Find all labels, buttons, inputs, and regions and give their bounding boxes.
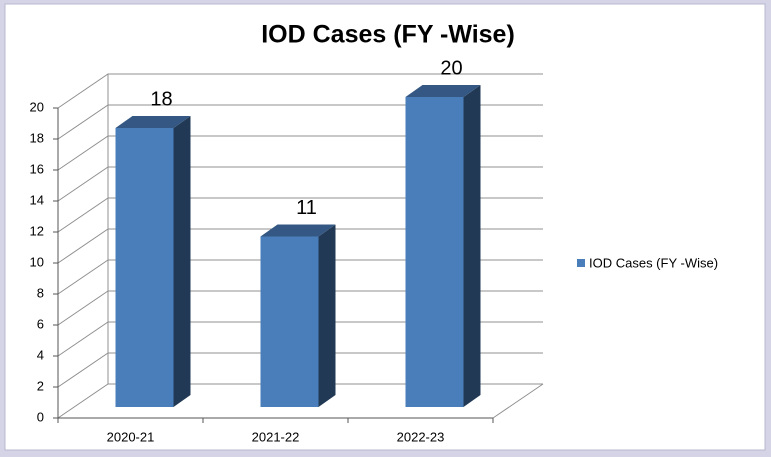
y-tick-label: 4 — [37, 347, 44, 362]
bar — [405, 97, 464, 407]
grid-line — [57, 228, 543, 264]
y-tick-label: 0 — [37, 409, 44, 424]
y-tick-label: 20 — [30, 99, 44, 114]
y-tick-label: 8 — [37, 285, 44, 300]
y-tick-label: 6 — [37, 316, 44, 331]
bar — [260, 236, 319, 407]
x-tick-label: 2021-22 — [252, 429, 300, 444]
bar-top — [260, 224, 336, 237]
grid-line — [57, 259, 543, 295]
grid-line — [57, 290, 543, 326]
y-tick-label: 14 — [30, 192, 44, 207]
bar-side — [463, 85, 481, 407]
grid-line — [57, 352, 543, 388]
bar-side — [173, 116, 191, 407]
grid-line — [57, 197, 543, 233]
x-tick-label: 2020-21 — [107, 429, 155, 444]
legend-swatch — [577, 259, 585, 267]
y-tick-label: 16 — [30, 161, 44, 176]
bar — [115, 128, 174, 407]
data-label: 20 — [440, 57, 462, 79]
grid-line — [57, 104, 543, 140]
y-tick-label: 10 — [30, 254, 44, 269]
grid-line — [57, 321, 543, 357]
grid-line — [57, 73, 543, 109]
floor-edge — [492, 383, 544, 419]
grid-line — [57, 166, 543, 202]
bar-top — [115, 116, 191, 128]
x-tick-label: 2022-23 — [397, 429, 445, 444]
chart-title: IOD Cases (FY -Wise) — [261, 21, 515, 49]
y-tick-label: 12 — [30, 223, 44, 238]
y-tick-label: 18 — [30, 130, 44, 145]
grid-line — [57, 383, 543, 419]
bar-side — [318, 224, 336, 407]
y-tick-label: 2 — [37, 378, 44, 393]
data-label: 11 — [296, 197, 317, 219]
data-label: 18 — [150, 88, 172, 110]
legend-label: IOD Cases (FY -Wise) — [589, 255, 718, 270]
grid-line — [57, 135, 543, 171]
bar-top — [405, 85, 481, 97]
